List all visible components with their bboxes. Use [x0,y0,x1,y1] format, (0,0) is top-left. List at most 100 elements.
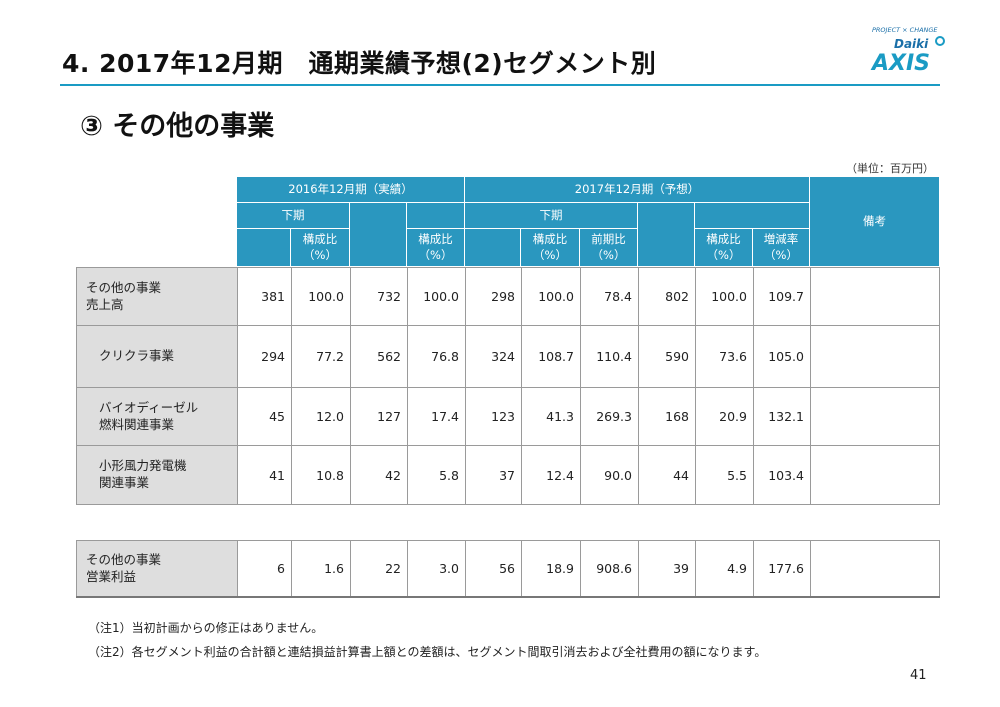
note-2: （注2）各セグメント利益の合計額と連結損益計算書上額との差額は、セグメント間取引… [88,645,767,659]
segment-row-2-value-9: 132.1 [753,387,810,445]
segment-row-0-remarks [810,267,940,325]
segment-row-1-value-4: 324 [465,325,521,387]
segment-row-3-value-8: 5.5 [695,445,753,504]
segment-row-3-value-7: 44 [638,445,695,504]
label-line: 営業利益 [86,568,137,584]
segment-row-3-value-3: 5.8 [407,445,465,504]
header-ratio-h2-2017: 構成比 （%） [521,229,580,267]
segment-row-2-value-5: 41.3 [521,387,580,445]
profit-bottom-rule [76,596,940,598]
label-line: （%） [533,247,567,262]
segment-row-2-value-6: 269.3 [580,387,638,445]
profit-row-value-2: 22 [350,540,407,596]
label-line: （%） [418,247,453,262]
label-line: その他の事業 [86,551,162,567]
segment-row-1-value-2: 562 [350,325,407,387]
segment-row-1-value-7: 590 [638,325,695,387]
label-line: 小形風力発電機 [99,458,187,474]
header-2017-second-half: 下期 [465,203,638,229]
segment-row-3-value-2: 42 [350,445,407,504]
segment-row-2-remarks [810,387,940,445]
header-ratio-h2-2016: 構成比 （%） [291,229,350,267]
label-line: （%） [764,247,798,262]
header-yoy-h2-2017: 前期比 （%） [580,229,638,267]
segment-row-0-value-2: 732 [350,267,407,325]
profit-row-value-5: 18.9 [521,540,580,596]
header-2016-period: 2016年12月期（実績） [237,177,465,203]
profit-row-value-4: 56 [465,540,521,596]
segment-row-1-label: クリクラ事業 [76,325,237,387]
logo-brand-bottom: AXIS [870,51,930,76]
segment-row-3-label: 小形風力発電機 関連事業 [76,445,237,504]
section-subtitle: ③ その他の事業 [80,111,275,142]
segment-row-2-value-1: 12.0 [291,387,350,445]
segment-row-0-value-5: 100.0 [521,267,580,325]
header-2017-period: 2017年12月期（予想） [465,177,810,203]
label-line: （%） [591,247,626,262]
table-bottom-rule [76,504,940,505]
logo-brand-top: Daiki [894,37,929,51]
segment-row-2-value-3: 17.4 [407,387,465,445]
segment-row-2-value-0: 45 [237,387,291,445]
logo-tagline: PROJECT × CHANGE [872,26,938,34]
header-2017-full-value [638,203,695,267]
segment-row-0-value-7: 802 [638,267,695,325]
company-logo: PROJECT × CHANGE Daiki AXIS [870,26,945,76]
label-line: 増減率 [763,231,799,246]
profit-row-value-3: 3.0 [407,540,465,596]
segment-row-0-value-8: 100.0 [695,267,753,325]
segment-row-0-label: その他の事業 売上高 [76,267,237,325]
segment-row-3-value-0: 41 [237,445,291,504]
header-2016-full-value [350,203,407,267]
segment-row-3-value-9: 103.4 [753,445,810,504]
segment-row-1-value-9: 105.0 [753,325,810,387]
segment-row-2-value-2: 127 [350,387,407,445]
segment-row-1-value-0: 294 [237,325,291,387]
segment-row-0-value-3: 100.0 [407,267,465,325]
header-2017-blank [695,203,810,229]
label-line: 関連事業 [99,475,150,490]
segment-row-0-value-0: 381 [237,267,291,325]
profit-row-value-0: 6 [237,540,291,596]
label-line: 構成比 [302,231,338,246]
profit-row-value-9: 177.6 [753,540,810,596]
profit-row-value-1: 1.6 [291,540,350,596]
segment-row-3-value-1: 10.8 [291,445,350,504]
label-line: その他の事業 [86,279,162,295]
label-line: 構成比 [706,231,741,246]
header-2016-second-half: 下期 [237,203,350,229]
segment-row-2-value-7: 168 [638,387,695,445]
segment-row-0-value-4: 298 [465,267,521,325]
header-remarks: 備考 [810,177,940,267]
label-line: 構成比 [532,231,568,246]
label-line: 前期比 [591,231,626,246]
segment-row-1-value-3: 76.8 [407,325,465,387]
note-1: （注1）当初計画からの修正はありません。 [88,621,324,635]
title-underline [60,84,940,86]
segment-row-1-value-1: 77.2 [291,325,350,387]
label-line: （%） [303,247,337,262]
header-ratio-full-2017: 構成比 （%） [695,229,753,267]
segment-row-0-value-6: 78.4 [580,267,638,325]
segment-row-3-value-6: 90.0 [580,445,638,504]
label-line: 構成比 [418,231,453,246]
segment-row-2-value-8: 20.9 [695,387,753,445]
segment-row-2-label: バイオディーゼル 燃料関連事業 [76,387,237,445]
unit-label: （単位：百万円） [846,162,934,175]
segment-row-2-value-4: 123 [465,387,521,445]
header-h2-2016-value [237,229,291,267]
header-growth-full-2017: 増減率 （%） [753,229,810,267]
label-line: 燃料関連事業 [99,416,175,432]
segment-row-0-value-1: 100.0 [291,267,350,325]
segment-row-3-value-5: 12.4 [521,445,580,504]
page-number: 41 [910,668,927,683]
label-line: 売上高 [86,296,124,312]
segment-row-0-value-9: 109.7 [753,267,810,325]
page-title: 4. 2017年12月期 通期業績予想(2)セグメント別 [62,49,657,78]
profit-row-remarks [810,540,940,596]
label-line: バイオディーゼル [99,399,199,415]
label-line: （%） [706,247,741,262]
segment-row-1-remarks [810,325,940,387]
profit-row-value-6: 908.6 [580,540,638,596]
segment-row-1-value-6: 110.4 [580,325,638,387]
